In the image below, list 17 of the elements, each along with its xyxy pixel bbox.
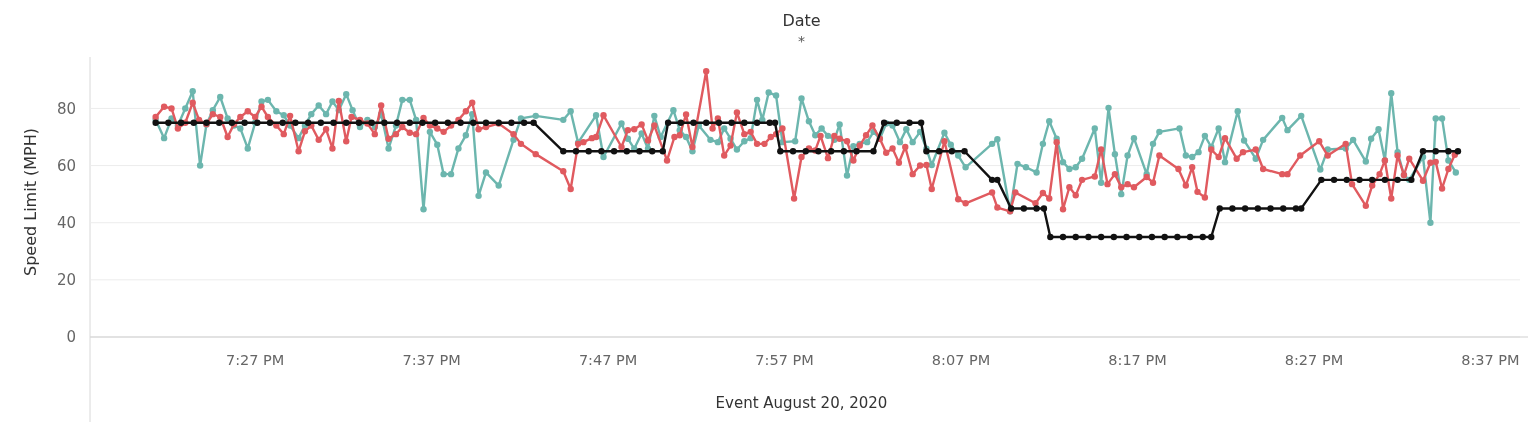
chart-title: Date bbox=[782, 11, 821, 30]
x-tick-label: 7:27 PM bbox=[225, 352, 285, 368]
x-tick-label: 8:07 PM bbox=[931, 352, 991, 368]
y-tick-label: 80 bbox=[56, 99, 76, 118]
y-axis-title: Speed Limit (MPH) bbox=[21, 128, 40, 276]
y-tick-label: 0 bbox=[66, 328, 76, 347]
x-tick-label: 7:47 PM bbox=[578, 352, 638, 368]
x-axis-title: Event August 20, 2020 bbox=[715, 394, 888, 412]
chart-subtitle: * bbox=[798, 33, 805, 49]
x-tick-label: 7:57 PM bbox=[755, 352, 814, 368]
y-tick-label: 40 bbox=[56, 213, 76, 232]
x-tick-label: 8:17 PM bbox=[1108, 352, 1167, 368]
y-tick-label: 20 bbox=[56, 271, 76, 290]
x-tick-label: 7:37 PM bbox=[402, 352, 461, 368]
x-tick-label: 8:27 PM bbox=[1284, 352, 1344, 368]
y-tick-label: 60 bbox=[56, 156, 76, 175]
x-tick-label: 8:37 PM bbox=[1461, 352, 1520, 368]
